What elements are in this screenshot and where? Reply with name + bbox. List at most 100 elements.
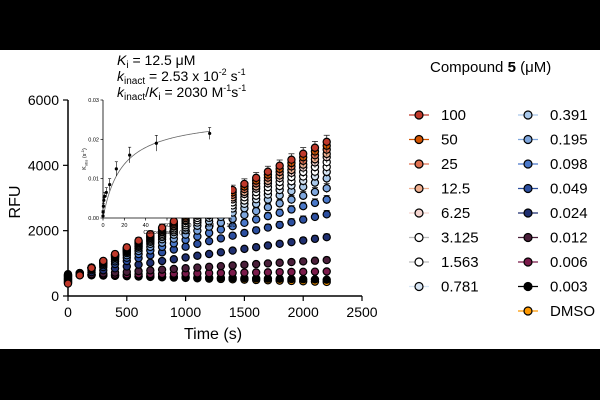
data-point <box>157 265 167 274</box>
legend-label: DMSO <box>550 303 595 320</box>
legend-label: 100 <box>441 107 466 124</box>
inset-data-point <box>103 194 107 198</box>
data-point <box>287 274 296 284</box>
data-point <box>310 212 320 222</box>
x-tick-label: 2500 <box>346 304 377 320</box>
x-tick-label: 0 <box>64 304 72 320</box>
data-point <box>134 236 143 245</box>
data-point <box>251 226 261 235</box>
legend-label: 0.049 <box>550 181 588 198</box>
legend-marker <box>414 281 424 292</box>
legend-item-0.098: 0.098 <box>518 156 588 173</box>
data-point <box>169 264 179 274</box>
x-tick-label: 2000 <box>288 304 319 320</box>
y-tick-label: 6000 <box>28 92 59 108</box>
data-point <box>322 195 331 204</box>
inset-data-point <box>128 153 132 157</box>
x-tick-label: 500 <box>115 304 139 320</box>
inset-x-axis-title: Concentration (μM) <box>143 230 190 236</box>
legend-label: 0.195 <box>550 132 588 149</box>
legend: Compound 5 (μM) 100 50 25 12.5 6.25 3.125 1.563… <box>409 59 595 320</box>
data-point <box>299 275 308 284</box>
data-point <box>275 208 284 217</box>
data-point <box>322 210 331 219</box>
data-point <box>240 228 249 238</box>
legend-label: 0.006 <box>550 254 588 271</box>
data-point <box>287 267 296 277</box>
legend-label: 0.024 <box>550 205 588 222</box>
data-point <box>181 242 190 251</box>
y-tick-label: 2000 <box>28 223 59 239</box>
legend-label: 12.5 <box>441 181 470 198</box>
legend-item-6.25: 6.25 <box>409 205 470 222</box>
data-point <box>75 271 84 280</box>
legend-marker <box>414 208 424 218</box>
data-point <box>299 257 308 266</box>
data-point <box>228 231 237 240</box>
legend-marker <box>414 159 424 169</box>
data-point <box>322 275 331 284</box>
data-point <box>110 249 120 259</box>
data-point <box>275 199 284 208</box>
data-point <box>157 223 167 232</box>
inset-data-point <box>101 210 105 214</box>
data-point <box>204 236 214 246</box>
data-point <box>181 253 190 262</box>
data-point <box>310 275 320 284</box>
data-point <box>275 239 284 249</box>
data-point <box>204 249 214 259</box>
legend-item-12.5: 12.5 <box>409 181 470 198</box>
inset-y-tick-label: 0.02 <box>88 137 99 143</box>
legend-label: 3.125 <box>441 230 479 247</box>
inset-data-point <box>108 182 112 187</box>
data-point <box>310 187 320 197</box>
data-point <box>240 218 249 228</box>
data-point <box>193 239 202 249</box>
legend-marker <box>523 232 533 243</box>
legend-label: 0.781 <box>441 279 479 296</box>
legend-item-0.003: 0.003 <box>518 279 588 296</box>
legend-item-0.012: 0.012 <box>518 230 588 247</box>
legend-item-0.006: 0.006 <box>518 254 588 271</box>
inset-data-point <box>104 190 108 195</box>
legend-item-1.563: 1.563 <box>409 254 479 271</box>
data-point <box>251 215 261 224</box>
legend-item-25: 25 <box>409 156 458 173</box>
inset-x-tick-label: 0 <box>101 223 104 229</box>
data-point <box>287 155 296 164</box>
legend-item-0.391: 0.391 <box>518 107 588 124</box>
legend-marker <box>523 281 533 292</box>
legend-marker <box>523 110 533 120</box>
legend-marker <box>523 208 533 218</box>
legend-marker <box>414 183 424 194</box>
legend-label: 50 <box>441 132 458 149</box>
inset-y-tick-label: 0.01 <box>88 177 99 183</box>
data-point <box>251 206 261 216</box>
data-point <box>322 137 331 147</box>
data-point <box>287 195 296 204</box>
data-point <box>275 161 284 170</box>
legend-label: 0.003 <box>550 279 588 296</box>
legend-label: 6.25 <box>441 205 470 222</box>
legend-marker <box>523 257 533 267</box>
data-point <box>181 264 190 273</box>
legend-marker <box>523 306 533 316</box>
inset-y-axis-title: Kobs (s-1) <box>80 148 89 170</box>
legend-title: Compound 5 (μM) <box>430 59 551 76</box>
figure-panel: 0 500 1000 1500 2000 2500 0 2000 4000 6000 Time (s… <box>0 50 600 349</box>
data-point <box>193 263 202 272</box>
inset-data-point <box>101 204 106 208</box>
data-point <box>146 258 155 268</box>
legend-marker <box>523 159 533 169</box>
data-point <box>63 279 73 288</box>
inset-plot: 0 20 40 60 80 100 120 0.00 0.01 0.02 0.03 Concentra… <box>80 98 236 236</box>
data-point <box>263 223 273 232</box>
data-point <box>146 266 155 275</box>
data-point <box>275 220 284 230</box>
legend-item-0.195: 0.195 <box>518 132 588 149</box>
legend-label: 25 <box>441 156 458 173</box>
inset-x-tick-label: 120 <box>226 223 235 229</box>
data-point <box>310 267 320 276</box>
